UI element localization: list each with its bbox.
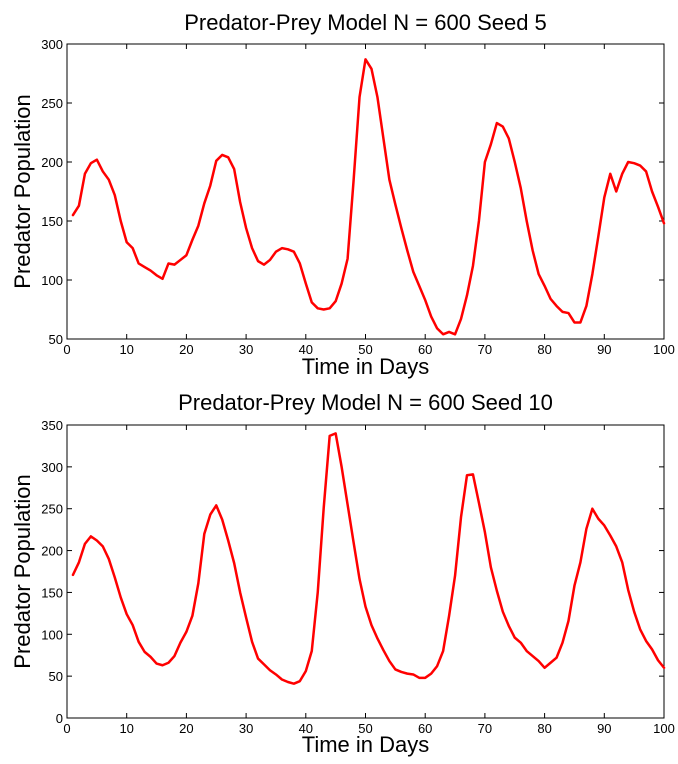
y-tick-label: 100 [41, 627, 63, 642]
x-tick-label: 90 [597, 721, 611, 736]
x-tick-label: 70 [478, 721, 492, 736]
x-tick-label: 30 [239, 721, 253, 736]
x-tick-label: 80 [537, 342, 551, 357]
y-tick-label: 50 [49, 669, 63, 684]
x-tick-label: 50 [358, 721, 372, 736]
x-tick-label: 10 [119, 342, 133, 357]
chart-2: 0 10 20 30 40 50 60 70 80 90 100 0 50 100 150 200 250 300… [10, 390, 675, 757]
chart-title: Predator-Prey Model N = 600 Seed 10 [178, 390, 553, 415]
y-tick-label: 300 [41, 460, 63, 475]
y-tick-label: 100 [41, 273, 63, 288]
y-tick-label: 0 [56, 711, 63, 726]
x-tick-label: 20 [179, 342, 193, 357]
x-tick-label: 80 [537, 721, 551, 736]
x-tick-label: 60 [418, 721, 432, 736]
x-tick-label: 20 [179, 721, 193, 736]
y-axis-label: Predator Population [10, 94, 35, 288]
y-tick-label: 150 [41, 214, 63, 229]
x-tick-label: 0 [63, 342, 70, 357]
x-tick-label: 10 [119, 721, 133, 736]
y-tick-label: 250 [41, 502, 63, 517]
x-tick-label: 100 [653, 342, 675, 357]
y-tick-label: 50 [49, 332, 63, 347]
y-axis-label: Predator Population [10, 474, 35, 668]
y-tick-label: 300 [41, 37, 63, 52]
series-line [71, 58, 666, 336]
x-tick-label: 30 [239, 342, 253, 357]
x-tick-label: 60 [418, 342, 432, 357]
y-tick-label: 150 [41, 585, 63, 600]
chart-1: 0 10 20 30 40 50 60 70 80 90 100 50 100 150 200 250 300 P… [10, 10, 675, 379]
y-tick-label: 200 [41, 155, 63, 170]
series-line [71, 432, 666, 685]
x-tick-label: 40 [299, 342, 313, 357]
y-tick-label: 200 [41, 544, 63, 559]
x-axis-label: Time in Days [302, 732, 430, 757]
y-tick-label: 350 [41, 418, 63, 433]
chart-title: Predator-Prey Model N = 600 Seed 5 [184, 10, 547, 35]
x-axis-label: Time in Days [302, 354, 430, 379]
x-tick-label: 0 [63, 721, 70, 736]
x-tick-label: 90 [597, 342, 611, 357]
x-tick-label: 40 [299, 721, 313, 736]
x-tick-label: 50 [358, 342, 372, 357]
x-tick-label: 70 [478, 342, 492, 357]
x-tick-label: 100 [653, 721, 675, 736]
y-tick-label: 250 [41, 96, 63, 111]
